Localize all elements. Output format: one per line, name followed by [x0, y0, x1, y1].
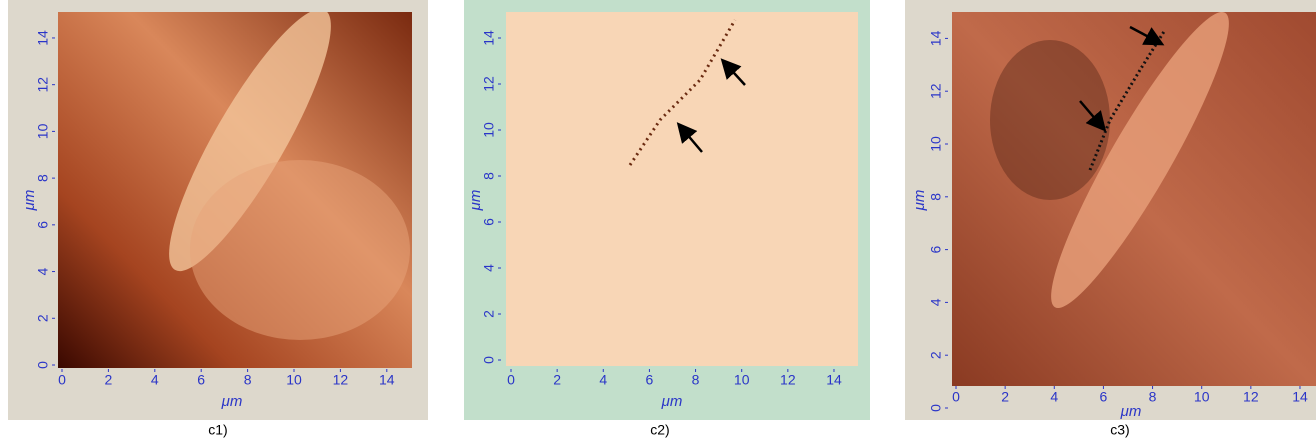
- y-tick-label: 8: [35, 174, 51, 182]
- x-tick-label: 4: [1050, 389, 1058, 405]
- y-axis-label: μm: [21, 190, 38, 212]
- x-tick-label: 10: [286, 372, 302, 388]
- x-tick-label: 10: [1194, 389, 1210, 405]
- y-tick-label: 12: [928, 83, 944, 99]
- x-tick-label: 2: [1001, 389, 1009, 405]
- page: 0 2 4 6 8 10 12 14 0 2 4 6 8 10 12 14 μm μm c1) 0 2 4 6 8 10 12 14…: [0, 0, 1316, 444]
- x-tick-label: 14: [826, 372, 842, 388]
- caption: c1): [208, 422, 227, 438]
- y-tick-label: 10: [928, 136, 944, 152]
- x-tick-label: 14: [379, 372, 395, 388]
- y-tick-label: 0: [928, 404, 944, 412]
- x-tick-label: 4: [151, 372, 159, 388]
- y-tick-label: 0: [481, 356, 497, 364]
- afm-image: [506, 12, 858, 366]
- y-axis-label: μm: [467, 190, 484, 212]
- y-tick-label: 12: [35, 77, 51, 93]
- x-axis-label: μm: [661, 393, 683, 410]
- figure: 0 2 4 6 8 10 12 14 0 2 4 6 8 10 12 14 μm μm c1) 0 2 4 6 8 10 12 14…: [0, 0, 1316, 439]
- y-axis-label: μm: [911, 190, 928, 212]
- x-tick-label: 4: [599, 372, 607, 388]
- x-tick-label: 6: [1100, 389, 1108, 405]
- y-tick-label: 6: [35, 221, 51, 229]
- x-tick-label: 2: [105, 372, 113, 388]
- x-tick-label: 12: [780, 372, 796, 388]
- caption: c2): [650, 422, 669, 438]
- x-tick-label: 8: [1149, 389, 1157, 405]
- x-tick-label: 8: [692, 372, 700, 388]
- y-tick-label: 14: [35, 30, 51, 46]
- x-tick-label: 0: [507, 372, 515, 388]
- y-tick-label: 4: [928, 298, 944, 306]
- y-tick-label: 2: [928, 351, 944, 359]
- y-tick-label: 8: [481, 172, 497, 180]
- x-axis-label: μm: [1120, 403, 1142, 420]
- y-tick-label: 4: [35, 267, 51, 275]
- y-tick-label: 6: [928, 245, 944, 253]
- x-tick-label: 8: [244, 372, 252, 388]
- x-tick-label: 12: [1243, 389, 1259, 405]
- y-tick-label: 2: [35, 314, 51, 322]
- x-tick-label: 14: [1292, 389, 1308, 405]
- x-axis-label: μm: [221, 393, 243, 410]
- afm-image: [952, 0, 1316, 386]
- y-tick-label: 10: [481, 122, 497, 138]
- afm-image: [58, 0, 412, 368]
- y-tick-label: 0: [35, 361, 51, 369]
- y-tick-label: 8: [928, 193, 944, 201]
- y-tick-label: 14: [481, 30, 497, 46]
- caption: c3): [1110, 422, 1129, 438]
- x-tick-label: 6: [646, 372, 654, 388]
- x-tick-label: 0: [58, 372, 66, 388]
- y-tick-label: 6: [481, 218, 497, 226]
- y-tick-label: 14: [928, 30, 944, 46]
- x-tick-label: 12: [333, 372, 349, 388]
- x-tick-label: 10: [734, 372, 750, 388]
- x-tick-label: 2: [553, 372, 561, 388]
- x-tick-label: 0: [952, 389, 960, 405]
- y-tick-label: 2: [481, 310, 497, 318]
- y-tick-label: 4: [481, 264, 497, 272]
- y-tick-label: 12: [481, 76, 497, 92]
- x-tick-label: 6: [197, 372, 205, 388]
- y-tick-label: 10: [35, 123, 51, 139]
